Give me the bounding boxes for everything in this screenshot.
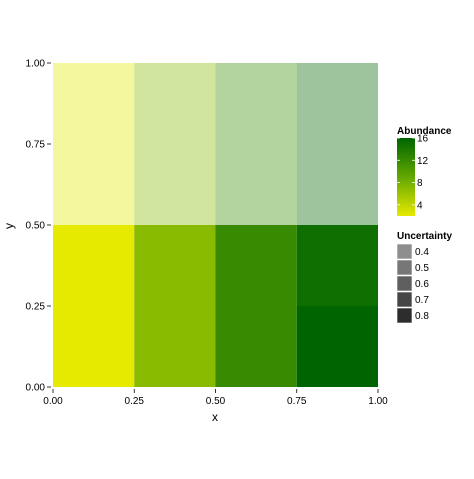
abundance-legend-label: 4	[417, 200, 423, 211]
heatmap-cell	[215, 306, 297, 387]
heatmap-cell	[134, 225, 216, 306]
x-tick-label: 0.00	[43, 396, 63, 407]
abundance-legend-label: 16	[417, 134, 429, 145]
abundance-legend-label: 12	[417, 156, 429, 167]
uncertainty-legend: Uncertainty 0.4 0.5 0.6 0.7 0.8	[396, 231, 452, 324]
heatmap-cell	[296, 63, 378, 144]
uncertainty-legend-label: 0.6	[415, 279, 429, 290]
heatmap-cell	[296, 144, 378, 225]
x-axis-label: x	[212, 410, 218, 424]
heatmap-cells	[53, 63, 378, 387]
uncertainty-legend-swatch	[396, 291, 413, 308]
y-tick-label: 0.50	[26, 221, 46, 232]
abundance-colorbar	[397, 138, 415, 216]
heatmap-cell	[215, 63, 297, 144]
uncertainty-legend-swatch	[396, 275, 413, 292]
heatmap-cell	[215, 225, 297, 306]
heatmap-cell	[53, 144, 135, 225]
uncertainty-legend-label: 0.4	[415, 247, 429, 258]
x-tick-label: 1.00	[368, 396, 388, 407]
x-tick-label: 0.75	[287, 396, 307, 407]
y-tick-label: 0.00	[26, 383, 46, 394]
abundance-legend-title: Abundance	[397, 126, 452, 137]
x-tick-label: 0.50	[206, 396, 226, 407]
y-tick-label: 0.25	[26, 302, 46, 313]
axes: 0.00 0.25 0.50 0.75 1.00 0.00 0.25 0.50 0.75 1.00	[26, 59, 389, 408]
abundance-legend-label: 8	[417, 178, 423, 189]
uncertainty-legend-swatch	[396, 259, 413, 276]
heatmap-cell	[134, 306, 216, 387]
y-tick-label: 0.75	[26, 140, 46, 151]
uncertainty-legend-title: Uncertainty	[397, 231, 452, 242]
uncertainty-legend-label: 0.7	[415, 295, 429, 306]
abundance-legend: Abundance 4 8 12 16	[397, 126, 452, 216]
heatmap-cell	[53, 63, 135, 144]
x-tick-label: 0.25	[125, 396, 145, 407]
heatmap-cell	[296, 306, 378, 387]
uncertainty-legend-label: 0.8	[415, 311, 429, 322]
uncertainty-legend-swatch	[396, 243, 413, 260]
heatmap-cell	[296, 225, 378, 306]
y-axis-label: y	[2, 223, 16, 229]
heatmap-cell	[53, 225, 135, 306]
heatmap-cell	[53, 306, 135, 387]
y-tick-label: 1.00	[26, 59, 46, 70]
heatmap-cell	[134, 63, 216, 144]
heatmap-cell	[134, 144, 216, 225]
uncertainty-legend-label: 0.5	[415, 263, 429, 274]
uncertainty-legend-swatch	[396, 307, 413, 324]
heatmap-cell	[215, 144, 297, 225]
